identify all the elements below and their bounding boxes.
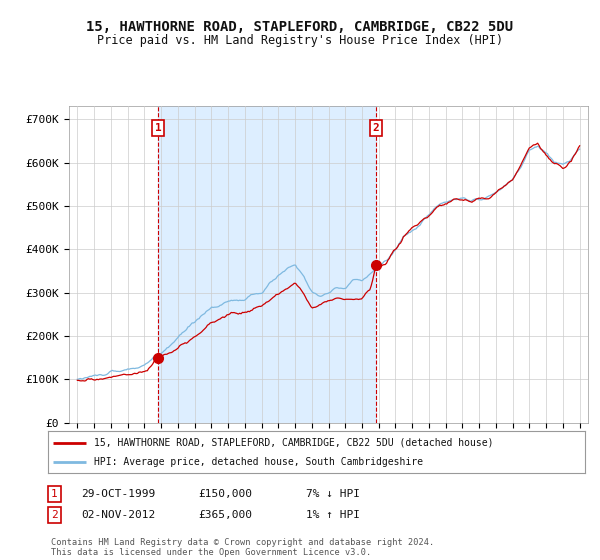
Text: 1: 1 xyxy=(155,123,161,133)
Text: 7% ↓ HPI: 7% ↓ HPI xyxy=(306,489,360,499)
Text: 2: 2 xyxy=(373,123,379,133)
Text: 1% ↑ HPI: 1% ↑ HPI xyxy=(306,510,360,520)
Text: 2: 2 xyxy=(51,510,58,520)
Text: 1: 1 xyxy=(51,489,58,499)
Text: Price paid vs. HM Land Registry's House Price Index (HPI): Price paid vs. HM Land Registry's House … xyxy=(97,34,503,46)
Text: Contains HM Land Registry data © Crown copyright and database right 2024.
This d: Contains HM Land Registry data © Crown c… xyxy=(51,538,434,557)
Text: £365,000: £365,000 xyxy=(198,510,252,520)
Text: 02-NOV-2012: 02-NOV-2012 xyxy=(81,510,155,520)
Text: 15, HAWTHORNE ROAD, STAPLEFORD, CAMBRIDGE, CB22 5DU (detached house): 15, HAWTHORNE ROAD, STAPLEFORD, CAMBRIDG… xyxy=(94,437,493,447)
Bar xyxy=(158,106,376,423)
Text: 15, HAWTHORNE ROAD, STAPLEFORD, CAMBRIDGE, CB22 5DU: 15, HAWTHORNE ROAD, STAPLEFORD, CAMBRIDG… xyxy=(86,20,514,34)
Text: £150,000: £150,000 xyxy=(198,489,252,499)
Text: HPI: Average price, detached house, South Cambridgeshire: HPI: Average price, detached house, Sout… xyxy=(94,457,422,467)
Text: 29-OCT-1999: 29-OCT-1999 xyxy=(81,489,155,499)
